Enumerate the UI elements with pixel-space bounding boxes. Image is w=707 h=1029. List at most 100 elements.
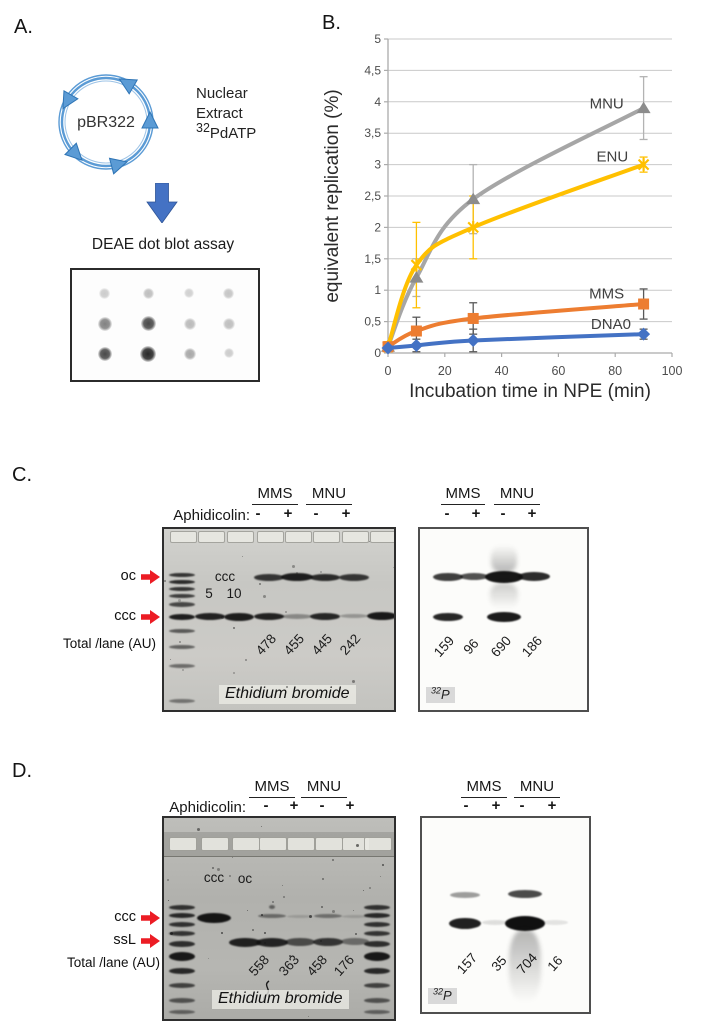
data-point-marker (466, 192, 481, 205)
dot-blot-spot (224, 348, 234, 358)
speckle (381, 863, 384, 866)
dna-band (169, 664, 195, 668)
dot-blot-spot (140, 346, 156, 362)
dna-band (169, 699, 195, 703)
speckle (263, 941, 266, 944)
panel-c-label: C. (12, 464, 32, 486)
x-axis-tick-label: 0 (385, 364, 392, 378)
speckle (321, 905, 324, 908)
gel-well (284, 531, 312, 543)
flow-down-arrow-icon (146, 183, 178, 223)
aphidicolin-label: Aphidicolin: (173, 507, 250, 524)
y-axis-title: equivalent replication (%) (322, 89, 343, 302)
ethidium-bromide-gel: ccc oc 558 363 458 176 Ethidium bromide (162, 816, 396, 1021)
treatment-group-mnu: MNU (301, 778, 347, 798)
data-point-marker (381, 341, 395, 355)
dot-blot-spot (184, 348, 196, 360)
dot-blot-spot (141, 316, 156, 331)
series-label-MMS: MMS (589, 285, 624, 302)
dna-band (229, 938, 261, 947)
dot-blot-spot (184, 318, 196, 330)
dna-band (258, 914, 286, 918)
y-axis-tick-label: 3 (374, 158, 381, 172)
dna-band (364, 922, 390, 927)
dna-band (310, 613, 340, 620)
speckle (221, 615, 225, 619)
y-axis-tick-label: 4,5 (364, 63, 381, 77)
total-per-lane-label: Total /lane (AU) (62, 636, 156, 651)
dna-band (169, 931, 195, 936)
speckle (283, 896, 286, 899)
speckle (208, 957, 210, 959)
treatment-group-mnu: MNU (494, 485, 540, 505)
treatment-group-mnu: MNU (306, 485, 352, 505)
speckle (308, 1015, 310, 1017)
y-axis-tick-label: 5 (374, 32, 381, 46)
band-marker-ccc-label: ccc (114, 608, 136, 624)
dna-band (450, 892, 480, 898)
dna-band (169, 998, 195, 1003)
gel-well (256, 531, 284, 543)
dna-band (269, 905, 275, 909)
speckle (228, 875, 231, 878)
isotope-p32-label: 32P (426, 686, 455, 703)
speckle (288, 954, 291, 957)
gel-well (369, 531, 394, 543)
dna-band (364, 905, 390, 910)
aphidicolin-sign: + (283, 505, 293, 522)
speckle (232, 857, 234, 859)
speckle (295, 571, 298, 574)
dna-band (169, 983, 195, 988)
isotope-label: 32PdATP (196, 122, 256, 144)
data-point-marker (410, 325, 422, 337)
panel-a-label: A. (14, 16, 33, 38)
treatment-group-mnu: MNU (514, 778, 560, 798)
dna-band (254, 574, 284, 581)
dna-band (169, 941, 195, 947)
gel-well (226, 531, 254, 543)
dna-band (169, 913, 195, 918)
dna-band (169, 905, 195, 910)
y-axis-tick-label: 1,5 (364, 252, 381, 266)
dna-band (433, 573, 463, 581)
gel-well (287, 837, 315, 851)
ccc-arrow-icon (141, 911, 160, 925)
dna-band (339, 574, 369, 581)
data-point-marker (409, 338, 423, 352)
band-marker-ccc-label: ccc (114, 909, 136, 925)
dna-band (482, 920, 508, 925)
speckle (219, 995, 222, 998)
data-point-marker (636, 101, 651, 114)
speckle (332, 910, 336, 914)
dna-band (287, 915, 313, 918)
dot-blot-panel (70, 268, 260, 382)
speckle (259, 582, 262, 585)
panel-b-label: B. (322, 12, 341, 34)
dna-band (169, 602, 195, 607)
speckle (363, 890, 365, 892)
speckle (359, 638, 361, 640)
assay-title: DEAE dot blot assay (91, 236, 235, 253)
series-line-DNA0 (386, 332, 646, 350)
speckle (352, 680, 356, 684)
gel-well (201, 837, 229, 851)
gel-inner-ccc-label: ccc (214, 569, 236, 584)
dna-band (256, 938, 288, 947)
speckle (380, 876, 382, 878)
series-line-MNU (386, 106, 646, 349)
plasmid-arrowhead (108, 157, 129, 175)
dna-band (364, 952, 390, 961)
gel-inner-ccc-label: ccc (203, 870, 225, 885)
treatment-group-mms: MMS (249, 778, 295, 798)
speckle (257, 965, 260, 968)
gel-well (197, 531, 225, 543)
dna-band (224, 613, 254, 621)
speckle (282, 884, 284, 886)
x-axis-tick-label: 20 (438, 364, 452, 378)
dna-band (285, 938, 315, 946)
data-point-marker (466, 333, 480, 347)
aphidicolin-sign: + (471, 505, 481, 522)
speckle (177, 598, 181, 602)
speckle (264, 931, 267, 934)
dna-band (341, 938, 369, 945)
